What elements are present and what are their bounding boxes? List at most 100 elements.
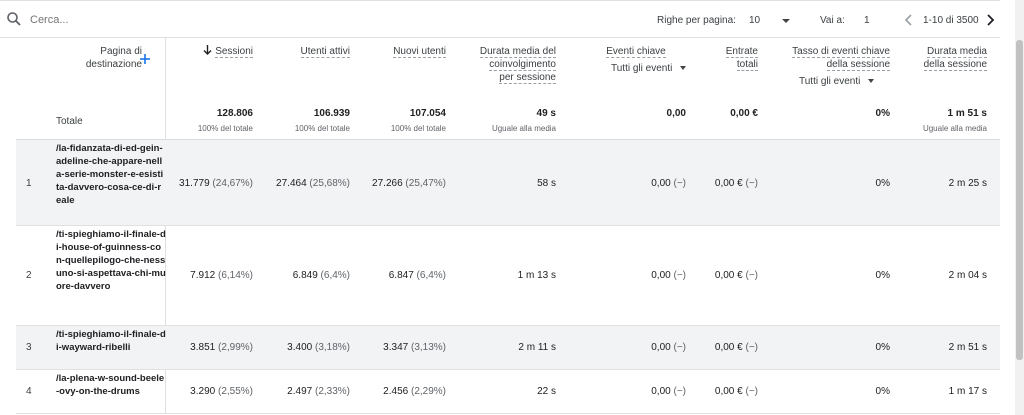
avg-session-duration-cell: 2 m 25 s	[948, 178, 987, 189]
landing-page-link[interactable]: /ti-spieghiamo-il-finale-di-wayward-ribe…	[56, 329, 166, 353]
sessions-value: 3.851	[190, 342, 216, 353]
active-users-pct: (25,68%)	[309, 178, 350, 189]
header-avg-session-duration-line1: Durata media	[926, 46, 987, 58]
header-avg-session-duration[interactable]: Durata media della sessione	[906, 45, 987, 71]
avg-session-duration-cell: 2 m 04 s	[948, 270, 987, 281]
active-users-value: 3.400	[287, 342, 313, 353]
sessions-value: 7.912	[190, 270, 216, 281]
active-users-pct: (6,4%)	[320, 270, 350, 281]
new-users-value: 6.847	[388, 270, 414, 281]
row-number: 3	[26, 342, 32, 353]
sessions-cell: 7.912 (6,14%)	[166, 270, 253, 281]
header-avg-engagement-line1: Durata media del	[479, 46, 556, 58]
total-avg-session-duration-sub: Uguale alla media	[922, 124, 987, 133]
header-avg-engagement[interactable]: Durata media del coinvolgimento per sess…	[456, 45, 556, 84]
header-key-events[interactable]: Eventi chiave	[596, 45, 676, 58]
new-users-value: 2.456	[383, 386, 409, 397]
goto-page-input[interactable]: 1	[864, 15, 870, 26]
pagination-range: 1-10 di 3500	[923, 15, 979, 26]
key-events-cell: 0,00 (−)	[596, 178, 686, 189]
avg-engagement-cell: 1 m 13 s	[517, 270, 556, 281]
rows-per-page-select[interactable]: 10	[749, 15, 761, 26]
table-row[interactable]: 1 /la-fidanzata-di-ed-gein-adeline-che-a…	[16, 140, 1000, 226]
header-active-users[interactable]: Utenti attivi	[274, 45, 350, 58]
header-key-event-rate-line1: Tasso di eventi chiave	[792, 46, 890, 58]
total-active-users: 106.939	[313, 108, 350, 119]
scrollbar-thumb[interactable]	[1016, 40, 1023, 360]
scrollbar-track[interactable]	[1015, 0, 1024, 415]
active-users-value: 27.464	[276, 178, 307, 189]
revenue-pct: (−)	[745, 386, 759, 397]
landing-page-link[interactable]: /la-plena-w-sound-beele-ovy-on-the-drums	[56, 373, 165, 397]
landing-page-link[interactable]: /ti-spieghiamo-il-finale-di-house-of-gui…	[56, 229, 166, 292]
key-events-filter-value: Tutti gli eventi	[611, 63, 673, 74]
total-avg-session-duration: 1 m 51 s	[947, 108, 987, 119]
revenue-value: 0,00 €	[714, 178, 743, 189]
header-revenue[interactable]: Entrate totali	[696, 45, 758, 71]
chevron-down-icon	[868, 79, 875, 83]
header-revenue-line1: Entrate	[725, 46, 758, 58]
landing-page-link[interactable]: /la-fidanzata-di-ed-gein-adeline-che-app…	[56, 143, 164, 206]
key-events-cell: 0,00 (−)	[596, 342, 686, 353]
sessions-pct: (2,55%)	[217, 386, 253, 397]
chevron-down-icon	[680, 66, 687, 70]
goto-label: Vai a:	[820, 15, 845, 26]
table-row[interactable]: 4 /la-plena-w-sound-beele-ovy-on-the-dru…	[16, 370, 1000, 414]
key-event-rate-filter-dropdown[interactable]: Tutti gli eventi	[799, 76, 875, 87]
header-new-users[interactable]: Nuovi utenti	[366, 45, 446, 58]
column-divider	[165, 38, 166, 414]
revenue-cell: 0,00 € (−)	[686, 342, 758, 353]
key-events-value: 0,00	[651, 178, 671, 189]
header-avg-engagement-line3: per sessione	[499, 72, 556, 84]
row-number: 2	[26, 270, 32, 281]
key-event-rate-filter-value: Tutti gli eventi	[799, 76, 861, 87]
new-users-cell: 6.847 (6,4%)	[356, 270, 446, 281]
search-input[interactable]	[30, 11, 330, 29]
header-landing-page[interactable]: Pagina di destinazione	[56, 45, 146, 71]
total-avg-engagement-sub: Uguale alla media	[491, 124, 556, 133]
new-users-pct: (25,47%)	[405, 178, 446, 189]
sessions-value: 31.779	[179, 178, 210, 189]
header-key-event-rate-line2: della sessione	[826, 59, 890, 71]
header-avg-engagement-line2: coinvolgimento	[489, 59, 556, 71]
new-users-cell: 3.347 (3,13%)	[356, 342, 446, 353]
chevron-right-icon[interactable]	[983, 12, 997, 28]
header-key-event-rate[interactable]: Tasso di eventi chiave della sessione	[776, 45, 890, 71]
totals-label: Totale	[56, 116, 83, 127]
key-events-pct: (−)	[673, 342, 687, 353]
row-number: 4	[26, 386, 32, 397]
add-dimension-icon[interactable]	[139, 53, 151, 65]
total-sessions: 128.806	[216, 108, 253, 119]
active-users-pct: (3,18%)	[314, 342, 350, 353]
table-row[interactable]: 2 /ti-spieghiamo-il-finale-di-house-of-g…	[16, 226, 1000, 326]
revenue-cell: 0,00 € (−)	[686, 178, 758, 189]
header-revenue-line2: totali	[736, 59, 758, 71]
key-events-cell: 0,00 (−)	[596, 386, 686, 397]
chevron-left-icon[interactable]	[902, 12, 916, 28]
revenue-value: 0,00 €	[714, 386, 743, 397]
search-icon[interactable]	[6, 11, 22, 27]
new-users-pct: (3,13%)	[410, 342, 446, 353]
key-event-rate-cell: 0%	[875, 270, 890, 281]
header-avg-session-duration-line2: della sessione	[923, 59, 987, 71]
header-sessions[interactable]: Sessioni	[176, 45, 253, 58]
table-row[interactable]: 3 /ti-spieghiamo-il-finale-di-wayward-ri…	[16, 326, 1000, 370]
sessions-value: 3.290	[190, 386, 216, 397]
header-key-events-label: Eventi chiave	[606, 46, 666, 58]
key-events-pct: (−)	[673, 386, 687, 397]
new-users-cell: 2.456 (2,29%)	[356, 386, 446, 397]
revenue-pct: (−)	[745, 342, 759, 353]
sessions-pct: (2,99%)	[217, 342, 253, 353]
chevron-down-icon[interactable]	[782, 19, 790, 23]
active-users-cell: 2.497 (2,33%)	[266, 386, 350, 397]
avg-session-duration-cell: 1 m 17 s	[948, 386, 987, 397]
sessions-cell: 3.290 (2,55%)	[166, 386, 253, 397]
key-events-filter-dropdown[interactable]: Tutti gli eventi	[611, 63, 687, 74]
avg-session-duration-cell: 2 m 51 s	[948, 342, 987, 353]
key-event-rate-cell: 0%	[875, 342, 890, 353]
avg-engagement-cell: 58 s	[537, 178, 556, 189]
key-events-pct: (−)	[673, 270, 687, 281]
total-new-users-sub: 100% del totale	[390, 124, 446, 133]
avg-engagement-cell: 22 s	[537, 386, 556, 397]
header-landing-page-label: Pagina di destinazione	[85, 46, 142, 70]
